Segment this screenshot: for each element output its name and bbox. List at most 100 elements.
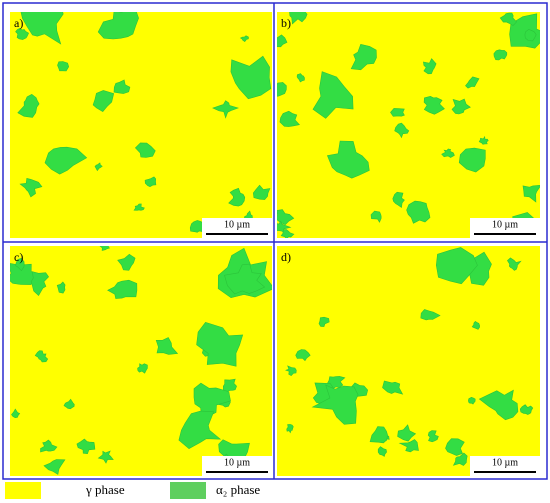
scale-bar-label: 10 µm bbox=[224, 457, 250, 468]
alpha2-grain bbox=[212, 100, 240, 119]
grains bbox=[277, 12, 540, 238]
alpha2-grain bbox=[465, 76, 480, 89]
alpha2-grain bbox=[277, 82, 287, 97]
alpha2-grain bbox=[451, 98, 471, 115]
alpha2-grain bbox=[15, 27, 29, 40]
alpha2-grain bbox=[524, 28, 537, 42]
alpha2-grain bbox=[377, 446, 387, 457]
alpha2-grain bbox=[30, 271, 49, 296]
alpha2-grain bbox=[94, 162, 103, 172]
alpha2-grain bbox=[390, 108, 405, 117]
alpha2-grain bbox=[295, 349, 311, 362]
alpha2-grain bbox=[519, 404, 534, 415]
alpha2-grain bbox=[44, 146, 88, 175]
alpha2-grain bbox=[382, 380, 404, 395]
alpha2-grain bbox=[178, 410, 222, 450]
alpha2-grain bbox=[228, 187, 246, 207]
alpha2-grain bbox=[289, 12, 308, 25]
alpha2-grain bbox=[144, 176, 157, 188]
alpha2-grain bbox=[239, 35, 249, 43]
alpha2-grain bbox=[277, 220, 292, 232]
alpha2-grain bbox=[222, 378, 237, 393]
scale-bar-label: 10 µm bbox=[224, 219, 250, 230]
scale-bar-label: 10 µm bbox=[492, 457, 518, 468]
alpha2-grain bbox=[189, 220, 207, 233]
alpha2-grain bbox=[499, 12, 518, 26]
gamma-matrix bbox=[277, 12, 540, 238]
alpha2-grain bbox=[277, 209, 295, 225]
alpha2-grain bbox=[11, 408, 21, 419]
alpha2-grain bbox=[97, 450, 114, 464]
alpha2-grain bbox=[277, 34, 288, 48]
alpha2-grain bbox=[296, 73, 305, 83]
alpha2-grain bbox=[493, 49, 508, 61]
alpha2-grain bbox=[478, 389, 519, 421]
alpha2-grain bbox=[441, 148, 455, 158]
alpha2-grain bbox=[312, 71, 354, 119]
alpha2-grain bbox=[15, 257, 25, 272]
alpha2-grain bbox=[445, 438, 465, 456]
alpha2-grain bbox=[468, 396, 476, 405]
alpha2-grain bbox=[478, 135, 489, 145]
alpha2-grain bbox=[107, 279, 138, 299]
alpha2-grain bbox=[458, 147, 486, 173]
alpha2-grain bbox=[285, 365, 297, 376]
alpha2-grain bbox=[423, 58, 437, 75]
alpha2-grain bbox=[318, 316, 330, 327]
alpha2-grain bbox=[420, 309, 441, 321]
alpha2-grain bbox=[43, 459, 66, 475]
alpha2-grain bbox=[406, 200, 431, 224]
alpha2-grain bbox=[20, 12, 64, 45]
alpha2-grain bbox=[397, 424, 417, 442]
alpha2-grain bbox=[452, 452, 468, 466]
panels: a) 10 µm b) 10 µm c) 10 µm d) 10 µm bbox=[10, 12, 540, 476]
panel: d) 10 µm bbox=[277, 246, 540, 476]
alpha2-grain bbox=[370, 210, 382, 223]
alpha2-grain bbox=[435, 247, 478, 285]
alpha2-grain bbox=[97, 12, 139, 40]
alpha2-grain bbox=[279, 110, 300, 127]
alpha2-grain bbox=[99, 246, 110, 251]
alpha2-grain bbox=[117, 253, 136, 271]
legend-label: α₂ phase bbox=[216, 482, 260, 497]
grains bbox=[285, 247, 534, 469]
alpha2-grain bbox=[193, 382, 231, 419]
alpha2-grain bbox=[133, 203, 145, 211]
alpha2-grain bbox=[34, 350, 49, 363]
panel-label: d) bbox=[281, 250, 291, 264]
gamma-matrix bbox=[10, 12, 272, 238]
alpha2-grain bbox=[57, 61, 70, 72]
alpha2-grain bbox=[224, 263, 266, 295]
alpha2-grain bbox=[280, 229, 295, 238]
panel-label: c) bbox=[14, 250, 23, 264]
alpha2-grain bbox=[137, 363, 148, 374]
legend-swatch bbox=[170, 482, 206, 499]
panel: b) 10 µm bbox=[277, 12, 540, 238]
alpha2-grain bbox=[392, 191, 405, 209]
alpha2-grain bbox=[427, 430, 439, 443]
alpha2-grain bbox=[230, 55, 272, 100]
alpha2-grain bbox=[423, 95, 445, 115]
panel-label: b) bbox=[281, 16, 291, 30]
alpha2-grain bbox=[398, 439, 419, 453]
alpha2-grain bbox=[311, 384, 359, 425]
alpha2-grain bbox=[286, 424, 294, 434]
alpha2-grain bbox=[369, 426, 388, 444]
legend-label: γ phase bbox=[85, 482, 125, 497]
alpha2-grain bbox=[63, 398, 75, 410]
alpha2-grain bbox=[92, 90, 115, 112]
alpha2-grain bbox=[134, 142, 156, 158]
alpha2-grain bbox=[507, 257, 522, 271]
alpha2-grain bbox=[252, 184, 271, 200]
alpha2-grain bbox=[350, 43, 377, 71]
panel-label: a) bbox=[14, 16, 23, 30]
alpha2-grain bbox=[522, 184, 540, 203]
alpha2-grain bbox=[394, 122, 410, 139]
panel: a) 10 µm bbox=[10, 12, 272, 238]
alpha2-grain bbox=[76, 438, 96, 455]
alpha2-grain bbox=[56, 281, 66, 294]
alpha2-grain bbox=[326, 140, 370, 179]
scale-bar-label: 10 µm bbox=[492, 219, 518, 230]
